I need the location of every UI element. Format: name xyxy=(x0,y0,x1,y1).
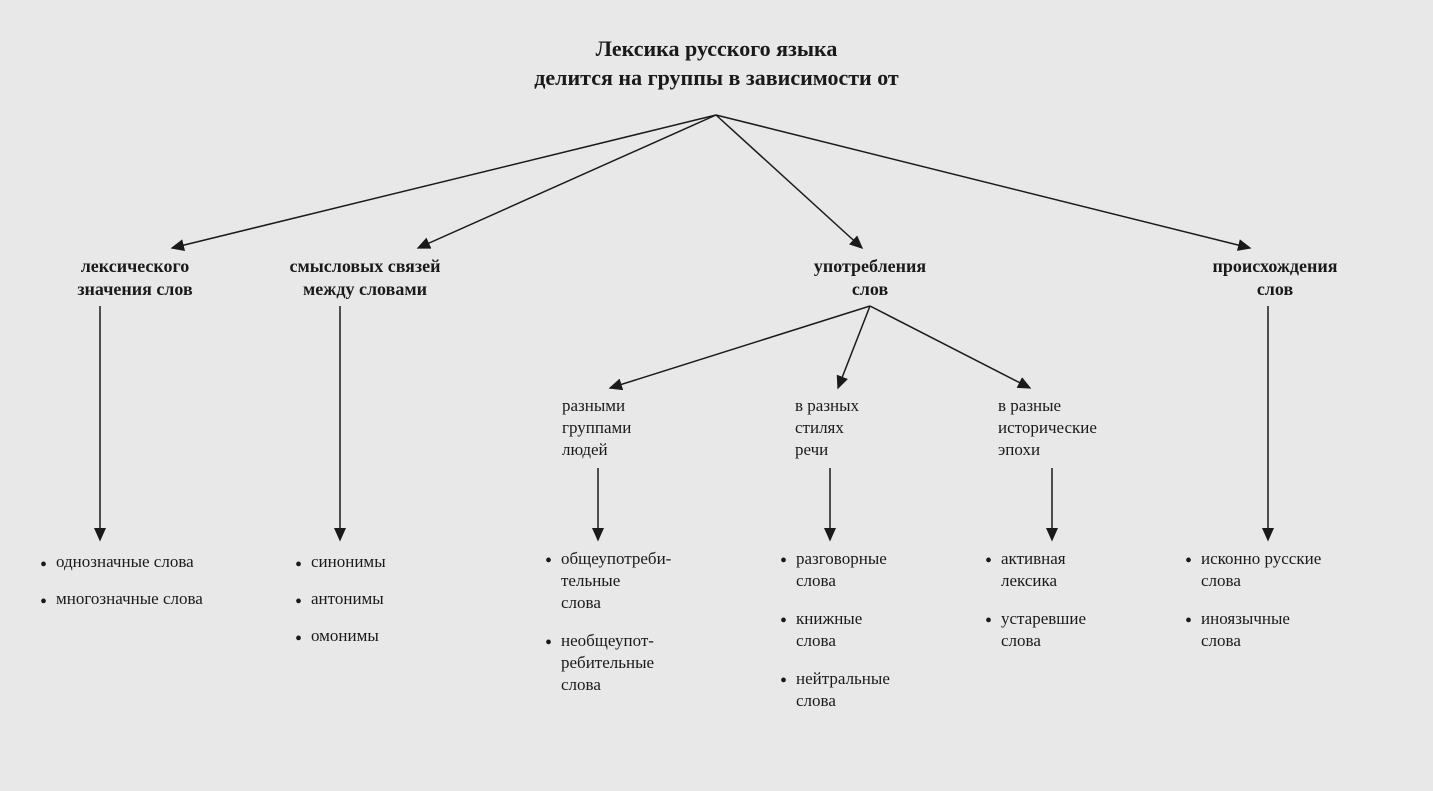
branch-origin: происхождения слов xyxy=(1190,255,1360,300)
bullets-lexical-meaning: однозначные слова многозначные слова xyxy=(40,548,240,622)
list-item: исконно русские слова xyxy=(1185,548,1365,592)
sub-different-styles: в разных стилях речи xyxy=(795,395,905,461)
list-item: книжные слова xyxy=(780,608,940,652)
branch-usage: употребления слов xyxy=(790,255,950,300)
list-item: антонимы xyxy=(295,585,475,614)
bullets-different-epochs: активная лексика устаревшие слова xyxy=(985,548,1145,660)
bullets-different-groups: общеупотреби- тельные слова необщеупот- … xyxy=(545,548,725,705)
bullets-different-styles: разговорные слова книжные слова нейтраль… xyxy=(780,548,940,721)
list-item: однозначные слова xyxy=(40,548,240,577)
list-item: необщеупот- ребительные слова xyxy=(545,630,725,696)
list-item: устаревшие слова xyxy=(985,608,1145,652)
list-item: активная лексика xyxy=(985,548,1145,592)
bullets-semantic-links: синонимы антонимы омонимы xyxy=(295,548,475,659)
sub-different-epochs: в разные исторические эпохи xyxy=(998,395,1128,461)
branch-semantic-links: смысловых связей между словами xyxy=(270,255,460,300)
diagram-title: Лексика русского языка делится на группы… xyxy=(0,35,1433,92)
list-item: синонимы xyxy=(295,548,475,577)
title-line2: делится на группы в зависимости от xyxy=(534,65,898,90)
bullets-origin: исконно русские слова иноязычные слова xyxy=(1185,548,1365,660)
list-item: омонимы xyxy=(295,622,475,651)
list-item: нейтральные слова xyxy=(780,668,940,712)
list-item: разговорные слова xyxy=(780,548,940,592)
list-item: общеупотреби- тельные слова xyxy=(545,548,725,614)
sub-different-groups: разными группами людей xyxy=(562,395,672,461)
branch-lexical-meaning: лексического значения слов xyxy=(55,255,215,300)
list-item: иноязычные слова xyxy=(1185,608,1365,652)
title-line1: Лексика русского языка xyxy=(596,36,838,61)
list-item: многозначные слова xyxy=(40,585,240,614)
